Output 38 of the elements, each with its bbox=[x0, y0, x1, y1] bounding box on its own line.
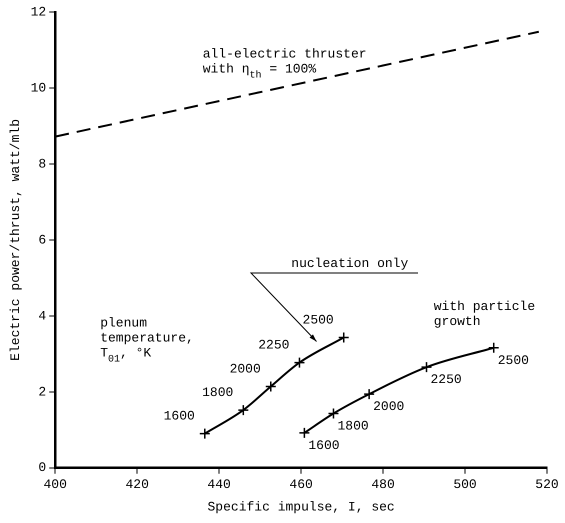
point bbox=[238, 404, 250, 416]
point bbox=[199, 428, 211, 440]
point bbox=[420, 361, 432, 373]
y-tick-label: 6 bbox=[38, 232, 46, 248]
annotation: 2000 bbox=[373, 399, 404, 414]
annotation: 1600 bbox=[308, 438, 340, 453]
point bbox=[363, 388, 375, 400]
y-tick-label: 2 bbox=[38, 384, 46, 400]
x-tick-label: 420 bbox=[125, 477, 149, 492]
y-tick-label: 0 bbox=[38, 460, 46, 476]
point bbox=[488, 342, 500, 354]
annotation: 1800 bbox=[202, 385, 234, 400]
point bbox=[328, 408, 340, 420]
y-axis-title: Electric power/thrust, watt/mlb bbox=[8, 118, 24, 361]
annotation: nucleation only bbox=[291, 256, 408, 272]
point bbox=[338, 332, 350, 344]
annotation: with particle growth bbox=[434, 298, 536, 329]
annotation: 2500 bbox=[302, 312, 334, 328]
x-tick-label: 400 bbox=[44, 477, 67, 492]
x-tick-label: 520 bbox=[535, 477, 559, 492]
y-tick-label: 8 bbox=[38, 156, 46, 172]
y-tick-label: 4 bbox=[38, 308, 46, 324]
annotation: 2000 bbox=[230, 362, 261, 377]
point bbox=[265, 380, 277, 392]
annotation: 2250 bbox=[258, 338, 290, 353]
point bbox=[298, 427, 310, 439]
x-axis-title: Specific impulse, I, sec bbox=[207, 500, 395, 515]
x-tick-label: 480 bbox=[371, 477, 395, 492]
annotation: 1600 bbox=[164, 408, 195, 424]
point bbox=[294, 356, 306, 368]
y-tick-label: 12 bbox=[30, 4, 46, 20]
x-tick-label: 440 bbox=[207, 477, 231, 492]
x-tick-label: 500 bbox=[453, 477, 477, 492]
annotation: 1800 bbox=[337, 418, 369, 434]
annotation: 2500 bbox=[498, 352, 529, 368]
x-tick-label: 460 bbox=[289, 477, 313, 492]
y-tick-label: 10 bbox=[30, 80, 46, 96]
annotation: 2250 bbox=[430, 372, 462, 388]
